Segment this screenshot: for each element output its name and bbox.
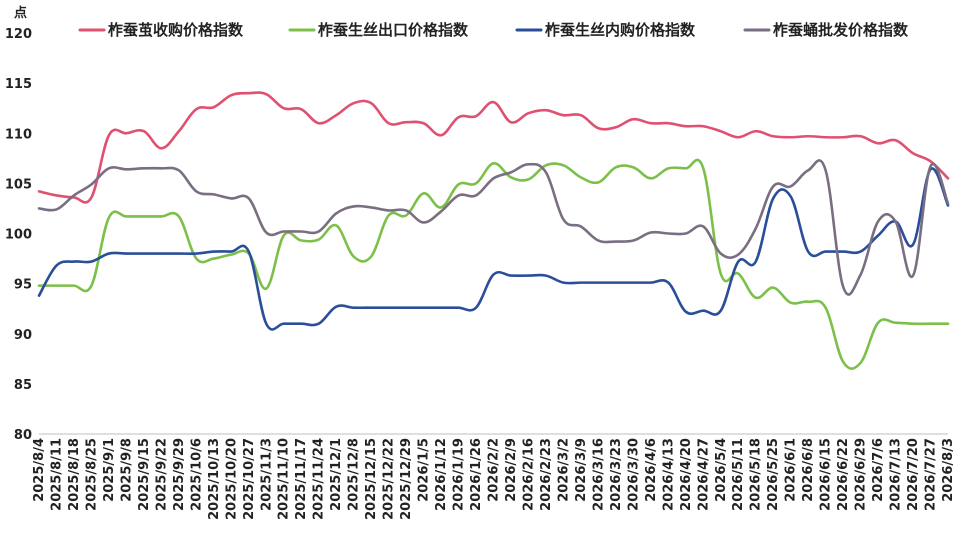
x-tick-label: 2025/10/6 bbox=[189, 438, 204, 511]
x-tick-label: 2025/11/3 bbox=[259, 438, 274, 511]
legend-label: 柞蚕生丝出口价格指数 bbox=[318, 21, 469, 39]
x-tick-label: 2025/10/27 bbox=[242, 438, 257, 520]
series-line-3 bbox=[37, 167, 950, 331]
y-tick-label: 105 bbox=[5, 177, 32, 192]
x-tick-label: 2026/2/16 bbox=[521, 438, 536, 511]
legend: 柞蚕茧收购价格指数 柞蚕生丝出口价格指数 柞蚕生丝内购价格指数 柞蚕蛹批发价格指数 bbox=[78, 21, 909, 39]
legend-label: 柞蚕蛹批发价格指数 bbox=[773, 21, 909, 39]
x-tick-label: 2025/12/1 bbox=[329, 438, 344, 511]
series-lines bbox=[37, 91, 950, 370]
x-tick-label: 2026/5/4 bbox=[714, 438, 729, 502]
x-tick-label: 2025/12/29 bbox=[399, 438, 414, 520]
x-tick-label: 2026/7/20 bbox=[906, 438, 921, 511]
x-tick-label: 2026/3/9 bbox=[574, 438, 589, 502]
x-tick-label: 2025/11/10 bbox=[277, 438, 292, 520]
x-tick-label: 2025/8/18 bbox=[67, 438, 82, 511]
x-tick-label: 2025/9/29 bbox=[172, 438, 187, 511]
x-tick-label: 2025/9/15 bbox=[137, 438, 152, 511]
x-tick-label: 2025/9/1 bbox=[102, 438, 117, 502]
x-tick-label: 2026/3/23 bbox=[609, 438, 624, 511]
y-tick-label: 90 bbox=[14, 328, 32, 343]
x-tick-label: 2025/8/25 bbox=[84, 438, 99, 511]
y-tick-label: 120 bbox=[5, 27, 32, 42]
x-tick-label: 2025/10/20 bbox=[224, 438, 239, 520]
series-line-4 bbox=[37, 159, 950, 296]
x-tick-label: 2026/7/6 bbox=[871, 438, 886, 502]
x-tick-label: 2026/3/16 bbox=[591, 438, 606, 511]
y-tick-label: 110 bbox=[5, 127, 32, 142]
x-tick-label: 2026/3/30 bbox=[626, 438, 641, 511]
x-tick-label: 2026/7/27 bbox=[924, 438, 939, 511]
x-tick-label: 2025/12/22 bbox=[382, 438, 397, 520]
x-tick-label: 2025/9/22 bbox=[154, 438, 169, 511]
legend-label: 柞蚕茧收购价格指数 bbox=[108, 21, 244, 39]
x-tick-label: 2026/6/8 bbox=[801, 438, 816, 502]
x-tick-label: 2026/7/13 bbox=[889, 438, 904, 511]
legend-label: 柞蚕生丝内购价格指数 bbox=[545, 21, 696, 39]
x-tick-label: 2026/6/1 bbox=[784, 438, 799, 502]
x-tick-label: 2025/12/15 bbox=[364, 438, 379, 520]
x-axis-ticks: 2025/8/4 2025/8/11 2025/8/18 2025/8/25 2025/… bbox=[32, 438, 956, 520]
x-tick-label: 2026/6/29 bbox=[854, 438, 869, 511]
y-tick-label: 95 bbox=[14, 278, 32, 293]
series-line-1 bbox=[37, 91, 950, 204]
y-tick-label: 100 bbox=[5, 228, 32, 243]
x-tick-label: 2025/11/24 bbox=[312, 438, 327, 520]
x-tick-label: 2026/2/23 bbox=[539, 438, 554, 511]
x-tick-label: 2026/2/9 bbox=[504, 438, 519, 502]
x-tick-label: 2026/6/15 bbox=[819, 438, 834, 511]
x-tick-label: 2026/1/12 bbox=[434, 438, 449, 511]
x-tick-label: 2026/3/2 bbox=[556, 438, 571, 502]
y-axis-unit: 点 bbox=[14, 5, 27, 21]
x-tick-label: 2025/12/8 bbox=[347, 438, 362, 511]
y-tick-label: 80 bbox=[14, 428, 32, 443]
x-tick-label: 2026/6/22 bbox=[836, 438, 851, 511]
x-tick-label: 2026/5/18 bbox=[749, 438, 764, 511]
x-tick-label: 2026/4/6 bbox=[644, 438, 659, 502]
y-axis-ticks: 80 85 90 95 100 105 110 115 120 bbox=[5, 27, 32, 443]
x-tick-label: 2025/8/11 bbox=[49, 438, 64, 511]
x-tick-label: 2026/1/19 bbox=[452, 438, 467, 511]
x-tick-label: 2025/11/17 bbox=[294, 438, 309, 520]
x-tick-label: 2026/5/25 bbox=[766, 438, 781, 511]
x-tick-label: 2026/4/13 bbox=[661, 438, 676, 511]
y-tick-label: 115 bbox=[5, 77, 32, 92]
series-line-2 bbox=[37, 158, 950, 370]
x-tick-label: 2026/2/2 bbox=[487, 438, 502, 502]
x-tick-label: 2026/1/5 bbox=[417, 438, 432, 502]
x-tick-label: 2025/10/13 bbox=[207, 438, 222, 520]
y-tick-label: 85 bbox=[14, 378, 32, 393]
x-tick-label: 2026/4/27 bbox=[696, 438, 711, 511]
x-tick-label: 2025/9/8 bbox=[119, 438, 134, 502]
x-tick-label: 2026/5/11 bbox=[731, 438, 746, 511]
x-tick-label: 2026/8/3 bbox=[941, 438, 956, 502]
x-tick-label: 2026/1/26 bbox=[469, 438, 484, 511]
x-tick-label: 2025/8/4 bbox=[32, 438, 47, 502]
x-tick-label: 2026/4/20 bbox=[679, 438, 694, 511]
